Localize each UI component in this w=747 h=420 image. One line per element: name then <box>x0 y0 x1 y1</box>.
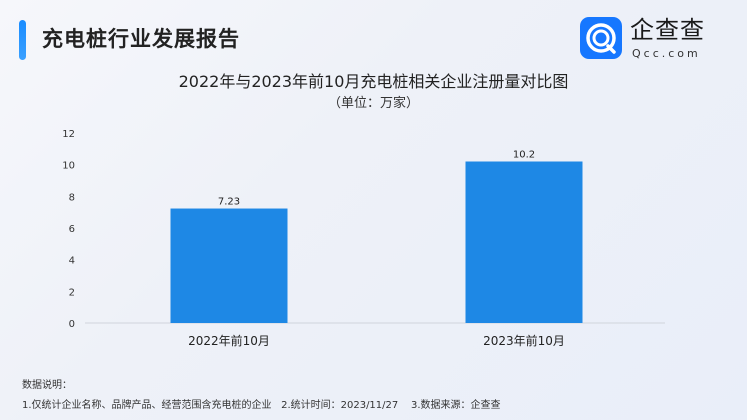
chart-subtitle: （单位：万家） <box>327 96 419 111</box>
x-tick-label: 2022年前10月 <box>188 333 270 348</box>
title-accent-bar <box>19 20 26 60</box>
report-title: 充电桩行业发展报告 <box>42 27 240 51</box>
bar <box>465 161 583 323</box>
notes-line: 1.仅统计企业名称、品牌产品、经营范围含充电桩的企业 2.统计时间：2023/1… <box>22 400 501 411</box>
bar <box>170 208 288 323</box>
data-label: 7.23 <box>218 197 240 208</box>
qcc-logo: 企查查 Qcc.com <box>580 17 730 63</box>
qcc-logo-icon <box>580 17 622 59</box>
notes-heading: 数据说明： <box>22 380 72 391</box>
y-tick-label: 2 <box>69 287 75 298</box>
y-tick-label: 4 <box>69 256 75 267</box>
logo-text-en: Qcc.com <box>632 47 701 60</box>
y-tick-label: 12 <box>62 129 75 140</box>
y-tick-label: 0 <box>69 319 75 330</box>
data-label: 10.2 <box>513 150 535 161</box>
logo-text-cn: 企查查 <box>630 16 705 44</box>
x-tick-label: 2023年前10月 <box>483 333 565 348</box>
y-tick-label: 8 <box>69 192 75 203</box>
y-tick-label: 6 <box>69 224 75 235</box>
y-tick-label: 10 <box>62 161 75 172</box>
chart-title: 2022年与2023年前10月充电桩相关企业注册量对比图 <box>178 72 569 91</box>
